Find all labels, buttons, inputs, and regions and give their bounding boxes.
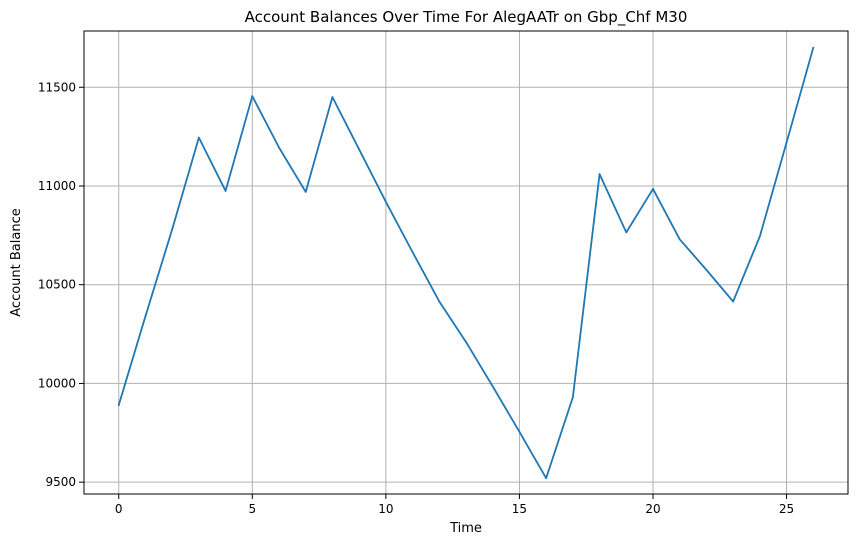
- chart-title: Account Balances Over Time For AlegAATr …: [245, 8, 688, 27]
- data-point: [117, 404, 120, 407]
- y-tick-label: 11500: [38, 80, 76, 94]
- data-point: [438, 300, 441, 303]
- data-point: [384, 200, 387, 203]
- series-line: [117, 46, 815, 480]
- x-tick-label: 20: [645, 502, 660, 516]
- data-point: [171, 228, 174, 231]
- data-point: [758, 235, 761, 238]
- data-point: [491, 385, 494, 388]
- data-point: [732, 300, 735, 303]
- ticks: 0 5 10 15 20 25 9500 10000 10500 11000 11500: [38, 80, 794, 516]
- data-point: [197, 136, 200, 139]
- data-point: [652, 188, 654, 190]
- data-point: [411, 251, 414, 254]
- plot-frame: [83, 30, 849, 495]
- data-point: [304, 191, 307, 193]
- data-point: [518, 430, 521, 433]
- x-axis-label: Time: [449, 521, 482, 536]
- x-tick-label: 5: [248, 502, 256, 516]
- data-point: [144, 315, 147, 318]
- data-point: [331, 96, 334, 99]
- x-tick-label: 25: [779, 502, 794, 516]
- data-point: [224, 190, 227, 192]
- y-tick-label: 9500: [45, 475, 76, 489]
- data-point: [251, 95, 254, 98]
- data-point: [545, 477, 548, 480]
- y-tick-label: 10500: [38, 278, 76, 292]
- data-point: [358, 148, 361, 151]
- x-tick-label: 0: [115, 502, 123, 516]
- y-tick-label: 11000: [38, 179, 76, 193]
- x-tick-label: 15: [512, 502, 527, 516]
- grid: [84, 31, 848, 494]
- data-point: [571, 396, 574, 399]
- data-point: [465, 341, 467, 343]
- data-point: [598, 173, 601, 176]
- data-point: [678, 238, 681, 241]
- y-axis-label: Account Balance: [9, 208, 24, 316]
- data-point: [785, 141, 788, 144]
- x-tick-label: 10: [378, 502, 393, 516]
- data-point: [705, 269, 708, 271]
- series-layer: [117, 46, 815, 480]
- data-point: [278, 146, 280, 149]
- y-tick-label: 10000: [38, 376, 76, 390]
- data-point: [625, 231, 628, 234]
- data-point: [812, 46, 815, 49]
